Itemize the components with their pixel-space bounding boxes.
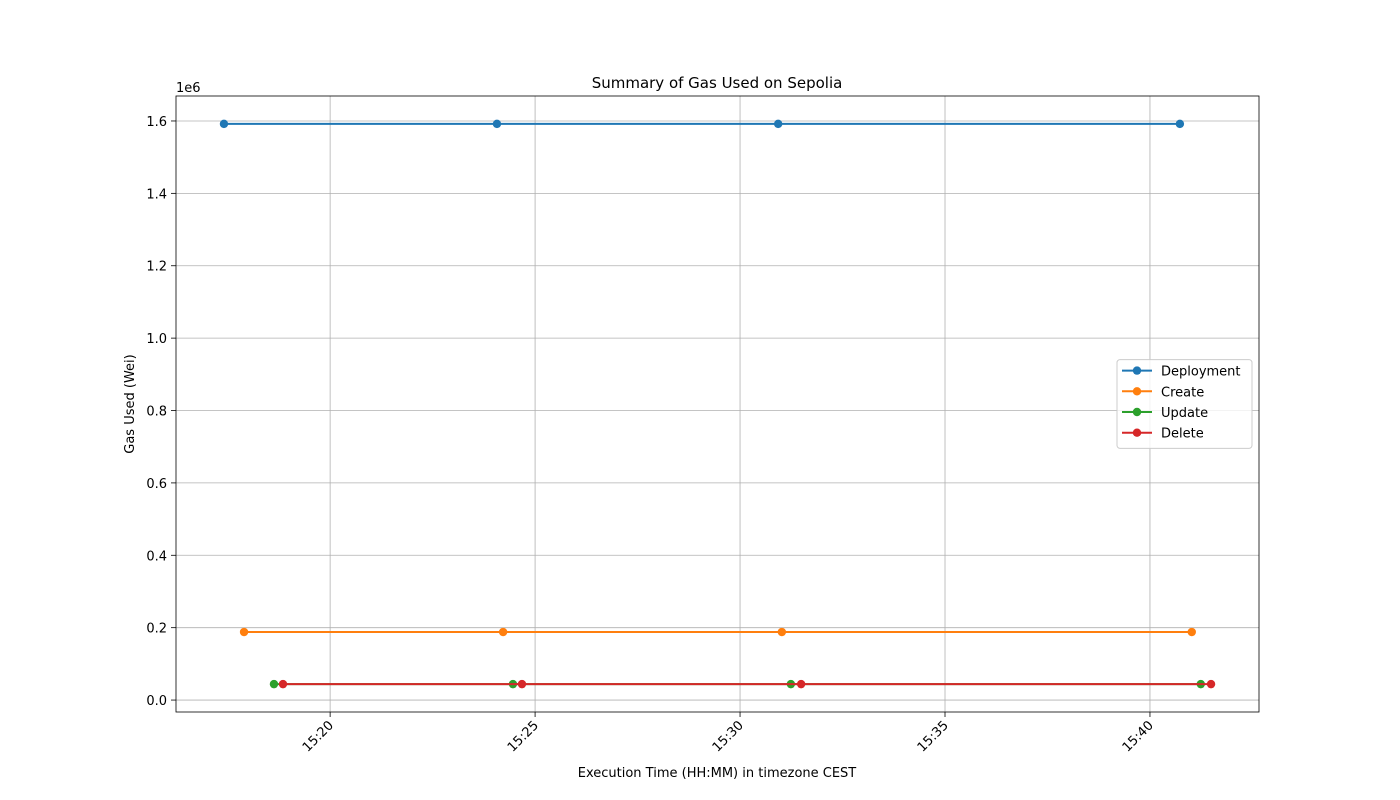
legend-label: Delete bbox=[1161, 427, 1204, 442]
y-tick-label: 0.8 bbox=[146, 405, 167, 420]
chart-title: Summary of Gas Used on Sepolia bbox=[592, 74, 843, 92]
legend-label: Deployment bbox=[1161, 365, 1241, 380]
y-tick-label: 0.6 bbox=[146, 477, 167, 492]
data-point bbox=[1175, 119, 1185, 129]
y-tick-label: 0.0 bbox=[146, 694, 167, 709]
legend-label: Update bbox=[1161, 406, 1208, 421]
y-tick-label: 1.6 bbox=[146, 115, 167, 130]
data-point bbox=[492, 119, 502, 129]
data-point bbox=[498, 627, 508, 637]
data-point bbox=[517, 679, 527, 689]
data-point bbox=[773, 119, 783, 129]
x-axis-label: Execution Time (HH:MM) in timezone CEST bbox=[578, 766, 857, 781]
y-tick-label: 0.2 bbox=[146, 622, 167, 637]
data-point bbox=[219, 119, 229, 129]
legend-box bbox=[1116, 359, 1253, 449]
y-tick-label: 1.0 bbox=[146, 332, 167, 347]
data-point bbox=[1206, 679, 1216, 689]
legend-marker bbox=[1132, 428, 1142, 437]
data-point bbox=[1187, 627, 1196, 637]
data-point bbox=[777, 627, 787, 637]
data-point bbox=[796, 679, 806, 689]
y-offset-text: 1e6 bbox=[176, 81, 201, 96]
legend-marker bbox=[1132, 366, 1142, 375]
y-tick-label: 1.4 bbox=[146, 187, 167, 202]
legend-marker bbox=[1132, 407, 1142, 417]
data-point bbox=[239, 627, 249, 637]
data-point bbox=[278, 679, 288, 689]
legend-marker bbox=[1132, 387, 1142, 396]
legend-label: Create bbox=[1161, 385, 1204, 400]
axes-frame bbox=[175, 95, 1260, 713]
y-axis-label: Gas Used (Wei) bbox=[123, 354, 138, 453]
y-tick-label: 1.2 bbox=[146, 260, 167, 275]
y-tick-label: 0.4 bbox=[146, 549, 167, 564]
data-point bbox=[269, 679, 279, 689]
